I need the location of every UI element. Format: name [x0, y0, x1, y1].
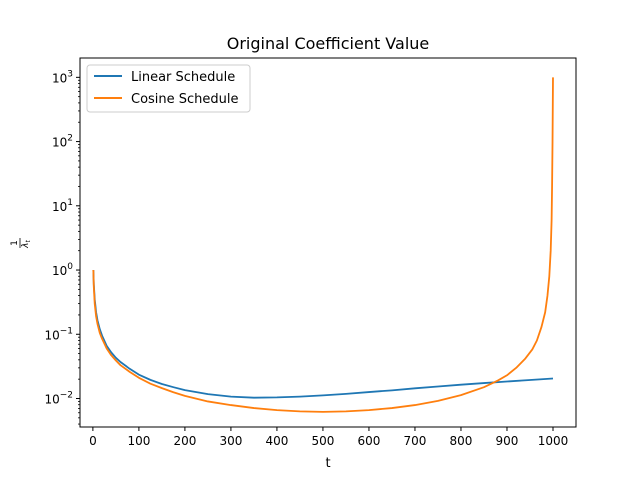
legend-box	[86, 64, 251, 113]
x-tick-label: 200	[173, 434, 196, 448]
y-axis-label-denominator: λt	[21, 240, 32, 249]
plot-lines	[92, 77, 554, 413]
y-tick-label: 102	[52, 134, 73, 150]
y-axis-label: 1 λt	[10, 238, 32, 249]
y-tick-label: 10−1	[44, 326, 73, 342]
x-tick-label: 500	[311, 434, 334, 448]
legend-label-linear-schedule: Linear Schedule	[131, 70, 235, 85]
x-tick-label: 100	[127, 434, 150, 448]
y-axis-label-lambda: λ	[21, 243, 31, 249]
y-axis-label-subscript: t	[25, 240, 32, 243]
y-tick-label: 10−2	[44, 391, 73, 407]
x-axis-label: t	[325, 456, 330, 471]
x-tick-label: 400	[265, 434, 288, 448]
plot-frame	[79, 57, 577, 428]
legend-label-cosine-schedule: Cosine Schedule	[131, 92, 239, 107]
y-axis-label-numerator: 1	[10, 240, 20, 246]
x-tick-label: 0	[89, 434, 97, 448]
x-tick-label: 900	[496, 434, 519, 448]
y-tick-label: 101	[52, 198, 73, 214]
y-tick-label: 103	[52, 69, 73, 85]
series-line-cosine-schedule	[92, 77, 554, 413]
x-tick-label: 700	[404, 434, 427, 448]
chart-title: Original Coefficient Value	[227, 34, 430, 53]
x-tick-label: 1000	[538, 434, 569, 448]
x-axis-ticks: 0 100 200 300 400 500 600 700 800 900 1000	[89, 427, 568, 448]
x-tick-label: 600	[357, 434, 380, 448]
x-tick-label: 800	[450, 434, 473, 448]
y-tick-label: 100	[52, 262, 73, 278]
y-axis-ticks: 10−2 10−1 100 101 102 103	[44, 69, 80, 425]
x-tick-label: 300	[219, 434, 242, 448]
series-line-linear-schedule	[92, 270, 554, 399]
legend: Linear Schedule Cosine Schedule	[86, 64, 251, 113]
